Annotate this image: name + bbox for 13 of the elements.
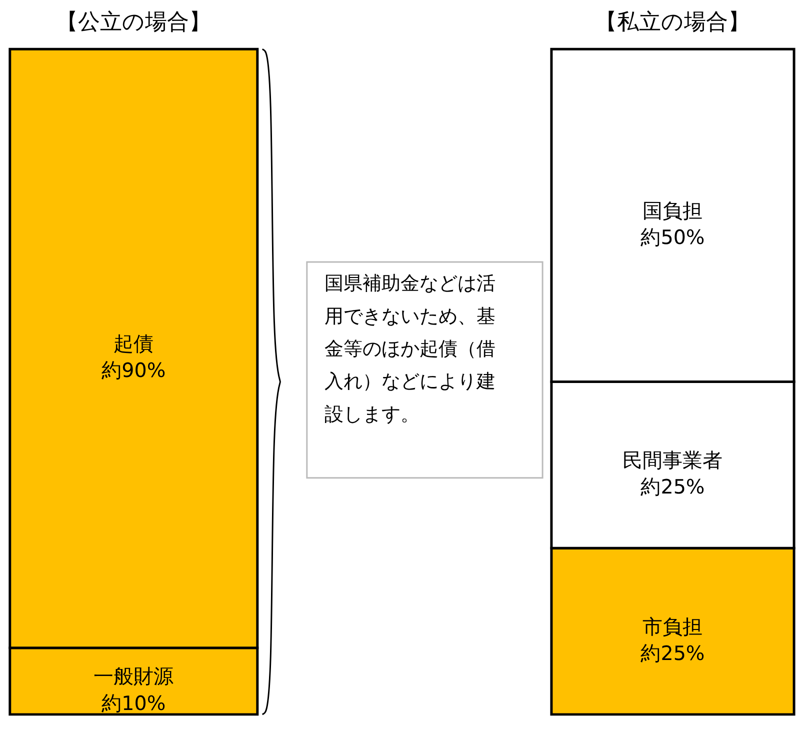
- series-label: 民間事業者: [622, 448, 723, 472]
- chart-title: 【私立の場合】: [595, 10, 750, 36]
- series-label: 国負担: [642, 199, 703, 222]
- series-label: 市負担: [642, 615, 703, 638]
- chart-title: 【公立の場合】: [56, 10, 212, 36]
- data-label: 約90%: [102, 359, 166, 382]
- data-label: 約10%: [102, 692, 166, 715]
- series-label: 一般財源: [94, 665, 174, 688]
- data-label: 約25%: [640, 476, 705, 499]
- text: 国県補助金などは活用できないため、基金等のほか起債（借入れ）などにより建設します。: [324, 274, 496, 426]
- data-label: 約25%: [640, 642, 705, 665]
- data-label: 約50%: [640, 226, 705, 250]
- series-label: 起債: [114, 332, 154, 356]
